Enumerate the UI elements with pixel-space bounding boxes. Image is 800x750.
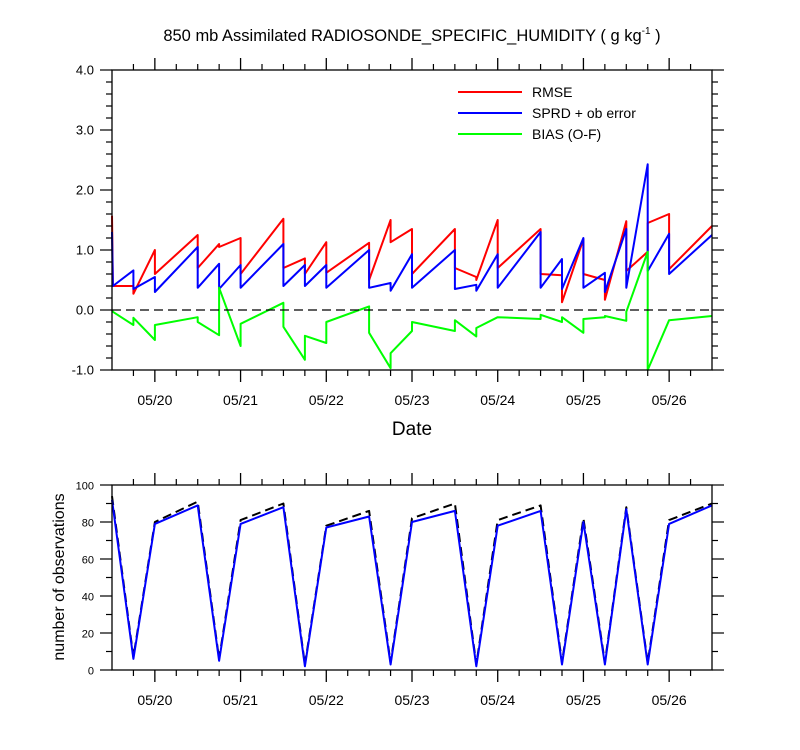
chart-title-main: 850 mb Assimilated RADIOSONDE_SPECIFIC_H… — [163, 27, 641, 45]
y-tick-label: -1.0 — [72, 363, 94, 378]
error-panel-ticks — [100, 58, 724, 382]
x-axis-title: Date — [392, 419, 432, 440]
observations-line-series-1 — [111, 499, 713, 668]
x-tick-label: 05/26 — [652, 392, 687, 408]
chart-title-sup: -1 — [642, 26, 651, 37]
error-x-tick-labels: 05/20 05/21 05/22 05/23 05/24 05/25 05/26 — [137, 392, 687, 408]
y-tick-label: 40 — [82, 592, 94, 604]
legend-label-sprd-ob-error: SPRD + ob error — [532, 105, 636, 121]
x-tick-label: 05/22 — [309, 392, 344, 408]
y-tick-label: 4.0 — [76, 63, 94, 78]
chart-title-end: ) — [651, 27, 661, 45]
legend: RMSE SPRD + ob error BIAS (O-F) — [458, 84, 636, 142]
chart-title: 850 mb Assimilated RADIOSONDE_SPECIFIC_H… — [163, 26, 660, 45]
x-tick-label: 05/20 — [137, 392, 172, 408]
error-series-group — [111, 163, 713, 371]
x-tick-label: 05/21 — [223, 392, 258, 408]
y-tick-label: 0 — [88, 666, 94, 678]
legend-label-bias-o-f: BIAS (O-F) — [532, 126, 601, 142]
x-tick-label: 05/22 — [309, 692, 344, 708]
observations-panel-frame — [111, 484, 713, 671]
observations-panel-ticks — [100, 473, 724, 682]
x-tick-label: 05/23 — [394, 392, 429, 408]
error-line-rmse — [111, 213, 713, 304]
y-tick-label: 100 — [76, 481, 94, 493]
x-tick-label: 05/25 — [566, 692, 601, 708]
error-y-tick-labels: -1.0 0.0 1.0 2.0 3.0 4.0 — [72, 63, 94, 378]
y-tick-label: 3.0 — [76, 123, 94, 138]
observations-x-tick-labels: 05/20 05/21 05/22 05/23 05/24 05/25 05/26 — [137, 692, 687, 708]
y-tick-label: 1.0 — [76, 243, 94, 258]
y-tick-label: 80 — [82, 518, 94, 530]
x-tick-label: 05/21 — [223, 692, 258, 708]
error-line-sprd-ob-error — [111, 163, 713, 293]
x-tick-label: 05/24 — [480, 692, 515, 708]
error-panel: -1.0 0.0 1.0 2.0 3.0 4.0 05/20 05/21 05/22 05/23… — [72, 58, 724, 440]
x-tick-label: 05/25 — [566, 392, 601, 408]
x-tick-label: 05/24 — [480, 392, 515, 408]
y-tick-label: 20 — [82, 629, 94, 641]
y-tick-label: 2.0 — [76, 183, 94, 198]
observations-series-group — [111, 495, 713, 668]
error-line-bias-o-f — [111, 250, 713, 371]
observations-y-tick-labels: 0 20 40 60 80 100 — [76, 481, 94, 678]
x-tick-label: 05/23 — [394, 692, 429, 708]
observations-y-axis-title: number of observations — [51, 493, 68, 660]
legend-label-rmse: RMSE — [532, 84, 572, 100]
x-tick-label: 05/26 — [652, 692, 687, 708]
y-tick-label: 0.0 — [76, 303, 94, 318]
x-tick-label: 05/20 — [137, 692, 172, 708]
y-tick-label: 60 — [82, 555, 94, 567]
